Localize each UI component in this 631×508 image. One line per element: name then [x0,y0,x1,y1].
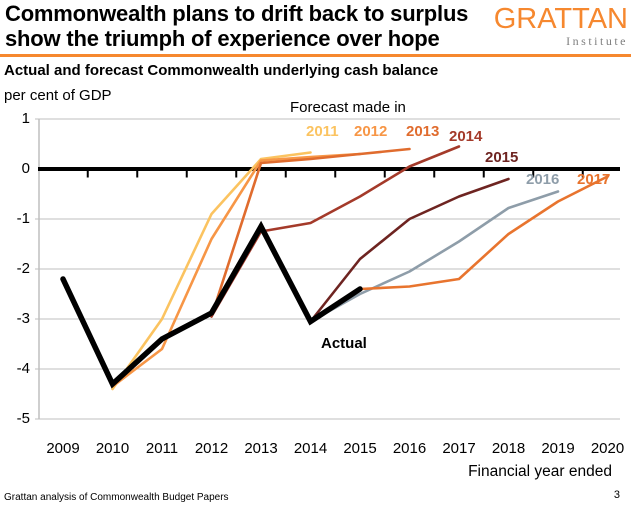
y-tick-label: -3 [16,310,30,327]
page-title: Commonwealth plans to drift back to surp… [5,1,468,51]
legend-title: Forecast made in [290,99,406,116]
series-line-2012 [111,152,362,388]
title-line-2: show the triumph of experience over hope [5,26,440,51]
series-label-2015: 2015 [485,149,519,166]
x-tick-label: 2012 [194,440,229,457]
x-tick-label: 2010 [95,440,130,457]
grattan-logo: GRATTAN Institute [493,3,628,48]
y-tick-label: -1 [16,210,30,227]
series-line-2017 [358,175,609,291]
y-tick-label: 0 [21,160,30,177]
title-line-1: Commonwealth plans to drift back to surp… [5,1,469,26]
actual-series-line [60,220,363,389]
x-tick-label: 2011 [145,440,179,457]
x-tick-label: 2014 [293,440,328,457]
y-tick-label: 1 [21,110,30,127]
page-number: 3 [613,489,620,501]
x-tick-label: 2020 [590,440,625,457]
chart-subtitle: Actual and forecast Commonwealth underly… [4,62,439,79]
x-tick-label: 2013 [244,440,278,457]
y-tick-label: -2 [16,260,30,277]
logo-subtext: Institute [566,34,628,48]
series-label-2017: 2017 [577,171,611,188]
series-line-2016 [309,190,560,323]
series-label-2012: 2012 [354,123,388,140]
series-label-2014: 2014 [449,128,483,145]
series-line-2011 [111,151,312,391]
x-tick-label: 2015 [343,440,377,457]
x-tick-label: 2009 [46,440,80,457]
series-line-2013 [210,147,411,318]
x-tick-label: 2016 [392,440,427,457]
x-tick-label: 2017 [442,440,476,457]
y-tick-label: -4 [16,360,30,377]
x-axis-title: Financial year ended [468,463,612,480]
series-label-2011: 2011 [306,123,339,140]
actual-series-label: Actual [321,335,367,352]
x-tick-label: 2018 [491,440,526,457]
title-divider [0,54,631,57]
series-label-2016: 2016 [526,171,560,188]
logo-wordmark: GRATTAN [493,3,628,35]
y-tick-label: -5 [16,410,30,427]
source-note: Grattan analysis of Commonwealth Budget … [4,492,229,503]
chart-unit-label: per cent of GDP [4,87,112,104]
series-label-2013: 2013 [406,123,440,140]
x-tick-label: 2019 [541,440,575,457]
